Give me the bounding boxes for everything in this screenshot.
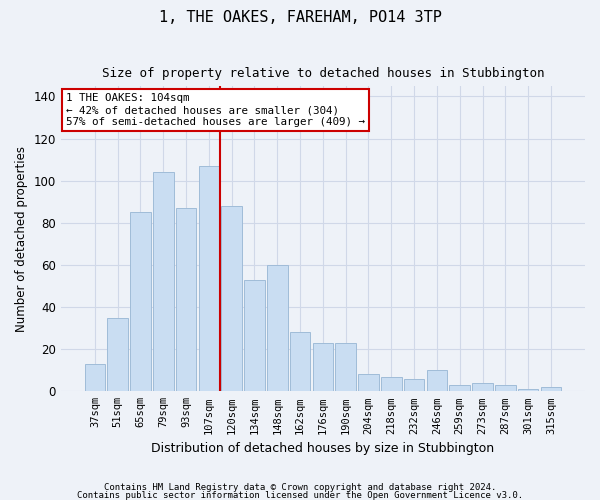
Bar <box>404 378 424 392</box>
Bar <box>472 383 493 392</box>
Bar <box>358 374 379 392</box>
Bar <box>221 206 242 392</box>
Title: Size of property relative to detached houses in Stubbington: Size of property relative to detached ho… <box>101 68 544 80</box>
Bar <box>495 385 515 392</box>
Bar <box>107 318 128 392</box>
Bar <box>381 376 401 392</box>
Bar <box>153 172 173 392</box>
Bar <box>267 265 287 392</box>
Bar <box>130 212 151 392</box>
Bar <box>85 364 105 392</box>
Bar <box>449 385 470 392</box>
Bar <box>199 166 219 392</box>
Bar <box>335 343 356 392</box>
Bar <box>427 370 447 392</box>
X-axis label: Distribution of detached houses by size in Stubbington: Distribution of detached houses by size … <box>151 442 494 455</box>
Text: Contains public sector information licensed under the Open Government Licence v3: Contains public sector information licen… <box>77 490 523 500</box>
Text: 1, THE OAKES, FAREHAM, PO14 3TP: 1, THE OAKES, FAREHAM, PO14 3TP <box>158 10 442 25</box>
Text: 1 THE OAKES: 104sqm
← 42% of detached houses are smaller (304)
57% of semi-detac: 1 THE OAKES: 104sqm ← 42% of detached ho… <box>66 94 365 126</box>
Bar <box>541 387 561 392</box>
Bar <box>176 208 196 392</box>
Bar <box>518 389 538 392</box>
Bar <box>290 332 310 392</box>
Bar <box>313 343 333 392</box>
Text: Contains HM Land Registry data © Crown copyright and database right 2024.: Contains HM Land Registry data © Crown c… <box>104 484 496 492</box>
Bar <box>244 280 265 392</box>
Y-axis label: Number of detached properties: Number of detached properties <box>15 146 28 332</box>
